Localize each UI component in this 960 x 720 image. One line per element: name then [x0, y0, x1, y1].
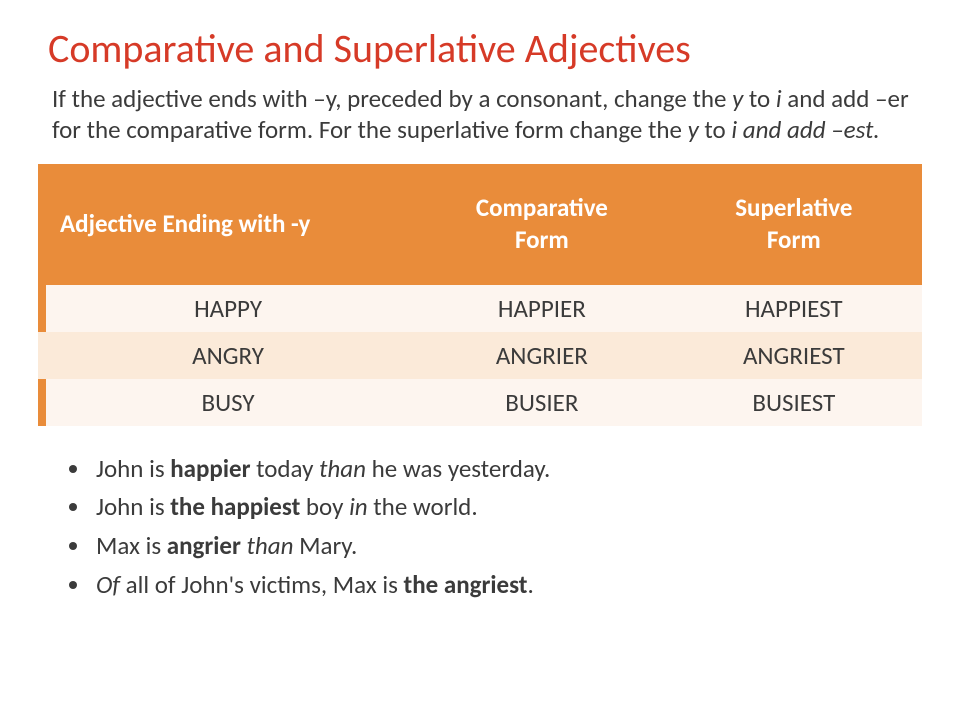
example-item: John is the happiest boy in the world. [92, 488, 922, 527]
col-header-line: Form [515, 224, 569, 255]
col-header-comparative: Comparative Form [418, 164, 666, 285]
example-text: the world. [368, 491, 478, 522]
col-header-adjective: Adjective Ending with -y [38, 164, 418, 285]
example-bold: the happiest [170, 491, 300, 522]
example-text: today [250, 453, 319, 484]
table-row: HAPPYHAPPIERHAPPIEST [38, 285, 922, 332]
rule-text: If the adjective ends with –y, preceded … [52, 83, 732, 114]
rule-text: to [699, 114, 732, 145]
example-text: all of John's victims, Max is [120, 569, 404, 600]
example-bold: happier [170, 453, 250, 484]
table-cell: HAPPIER [418, 285, 666, 332]
table-header-row: Adjective Ending with -y Comparative For… [38, 164, 922, 285]
example-item: Of all of John's victims, Max is the ang… [92, 566, 922, 605]
table-cell: ANGRY [38, 332, 418, 379]
rule-italic: y [732, 83, 743, 114]
col-header-superlative: Superlative Form [666, 164, 922, 285]
table-cell: ANGRIEST [666, 332, 922, 379]
rule-paragraph: If the adjective ends with –y, preceded … [52, 83, 922, 146]
example-text: boy [300, 491, 349, 522]
example-list: John is happier today than he was yester… [68, 450, 922, 605]
example-italic: Of [96, 569, 120, 600]
rule-text: to [743, 83, 776, 114]
col-header-line: Superlative [735, 192, 852, 223]
example-text: Max is [96, 530, 167, 561]
example-text: John is [96, 453, 170, 484]
example-bold: angrier [167, 530, 241, 561]
table-cell: HAPPY [38, 285, 418, 332]
example-text: John is [96, 491, 170, 522]
example-item: John is happier today than he was yester… [92, 450, 922, 489]
example-bold: the angriest [404, 569, 528, 600]
example-italic: than [247, 530, 294, 561]
example-item: Max is angrier than Mary. [92, 527, 922, 566]
table-cell: BUSY [38, 379, 418, 426]
table-cell: HAPPIEST [666, 285, 922, 332]
example-text: Mary. [293, 530, 357, 561]
slide-title: Comparative and Superlative Adjectives [48, 24, 922, 73]
table-cell: BUSIER [418, 379, 666, 426]
table-row: BUSYBUSIERBUSIEST [38, 379, 922, 426]
table-cell: BUSIEST [666, 379, 922, 426]
col-header-line: Comparative [476, 192, 608, 223]
col-header-line: Form [767, 224, 821, 255]
example-italic: in [349, 491, 368, 522]
example-italic: than [319, 453, 366, 484]
rule-italic: y [688, 114, 699, 145]
example-text: . [527, 569, 533, 600]
table-row: ANGRYANGRIERANGRIEST [38, 332, 922, 379]
adjective-table: Adjective Ending with -y Comparative For… [38, 164, 922, 426]
table-cell: ANGRIER [418, 332, 666, 379]
rule-italic: i and add –est. [731, 114, 879, 145]
example-text: he was yesterday. [366, 453, 550, 484]
